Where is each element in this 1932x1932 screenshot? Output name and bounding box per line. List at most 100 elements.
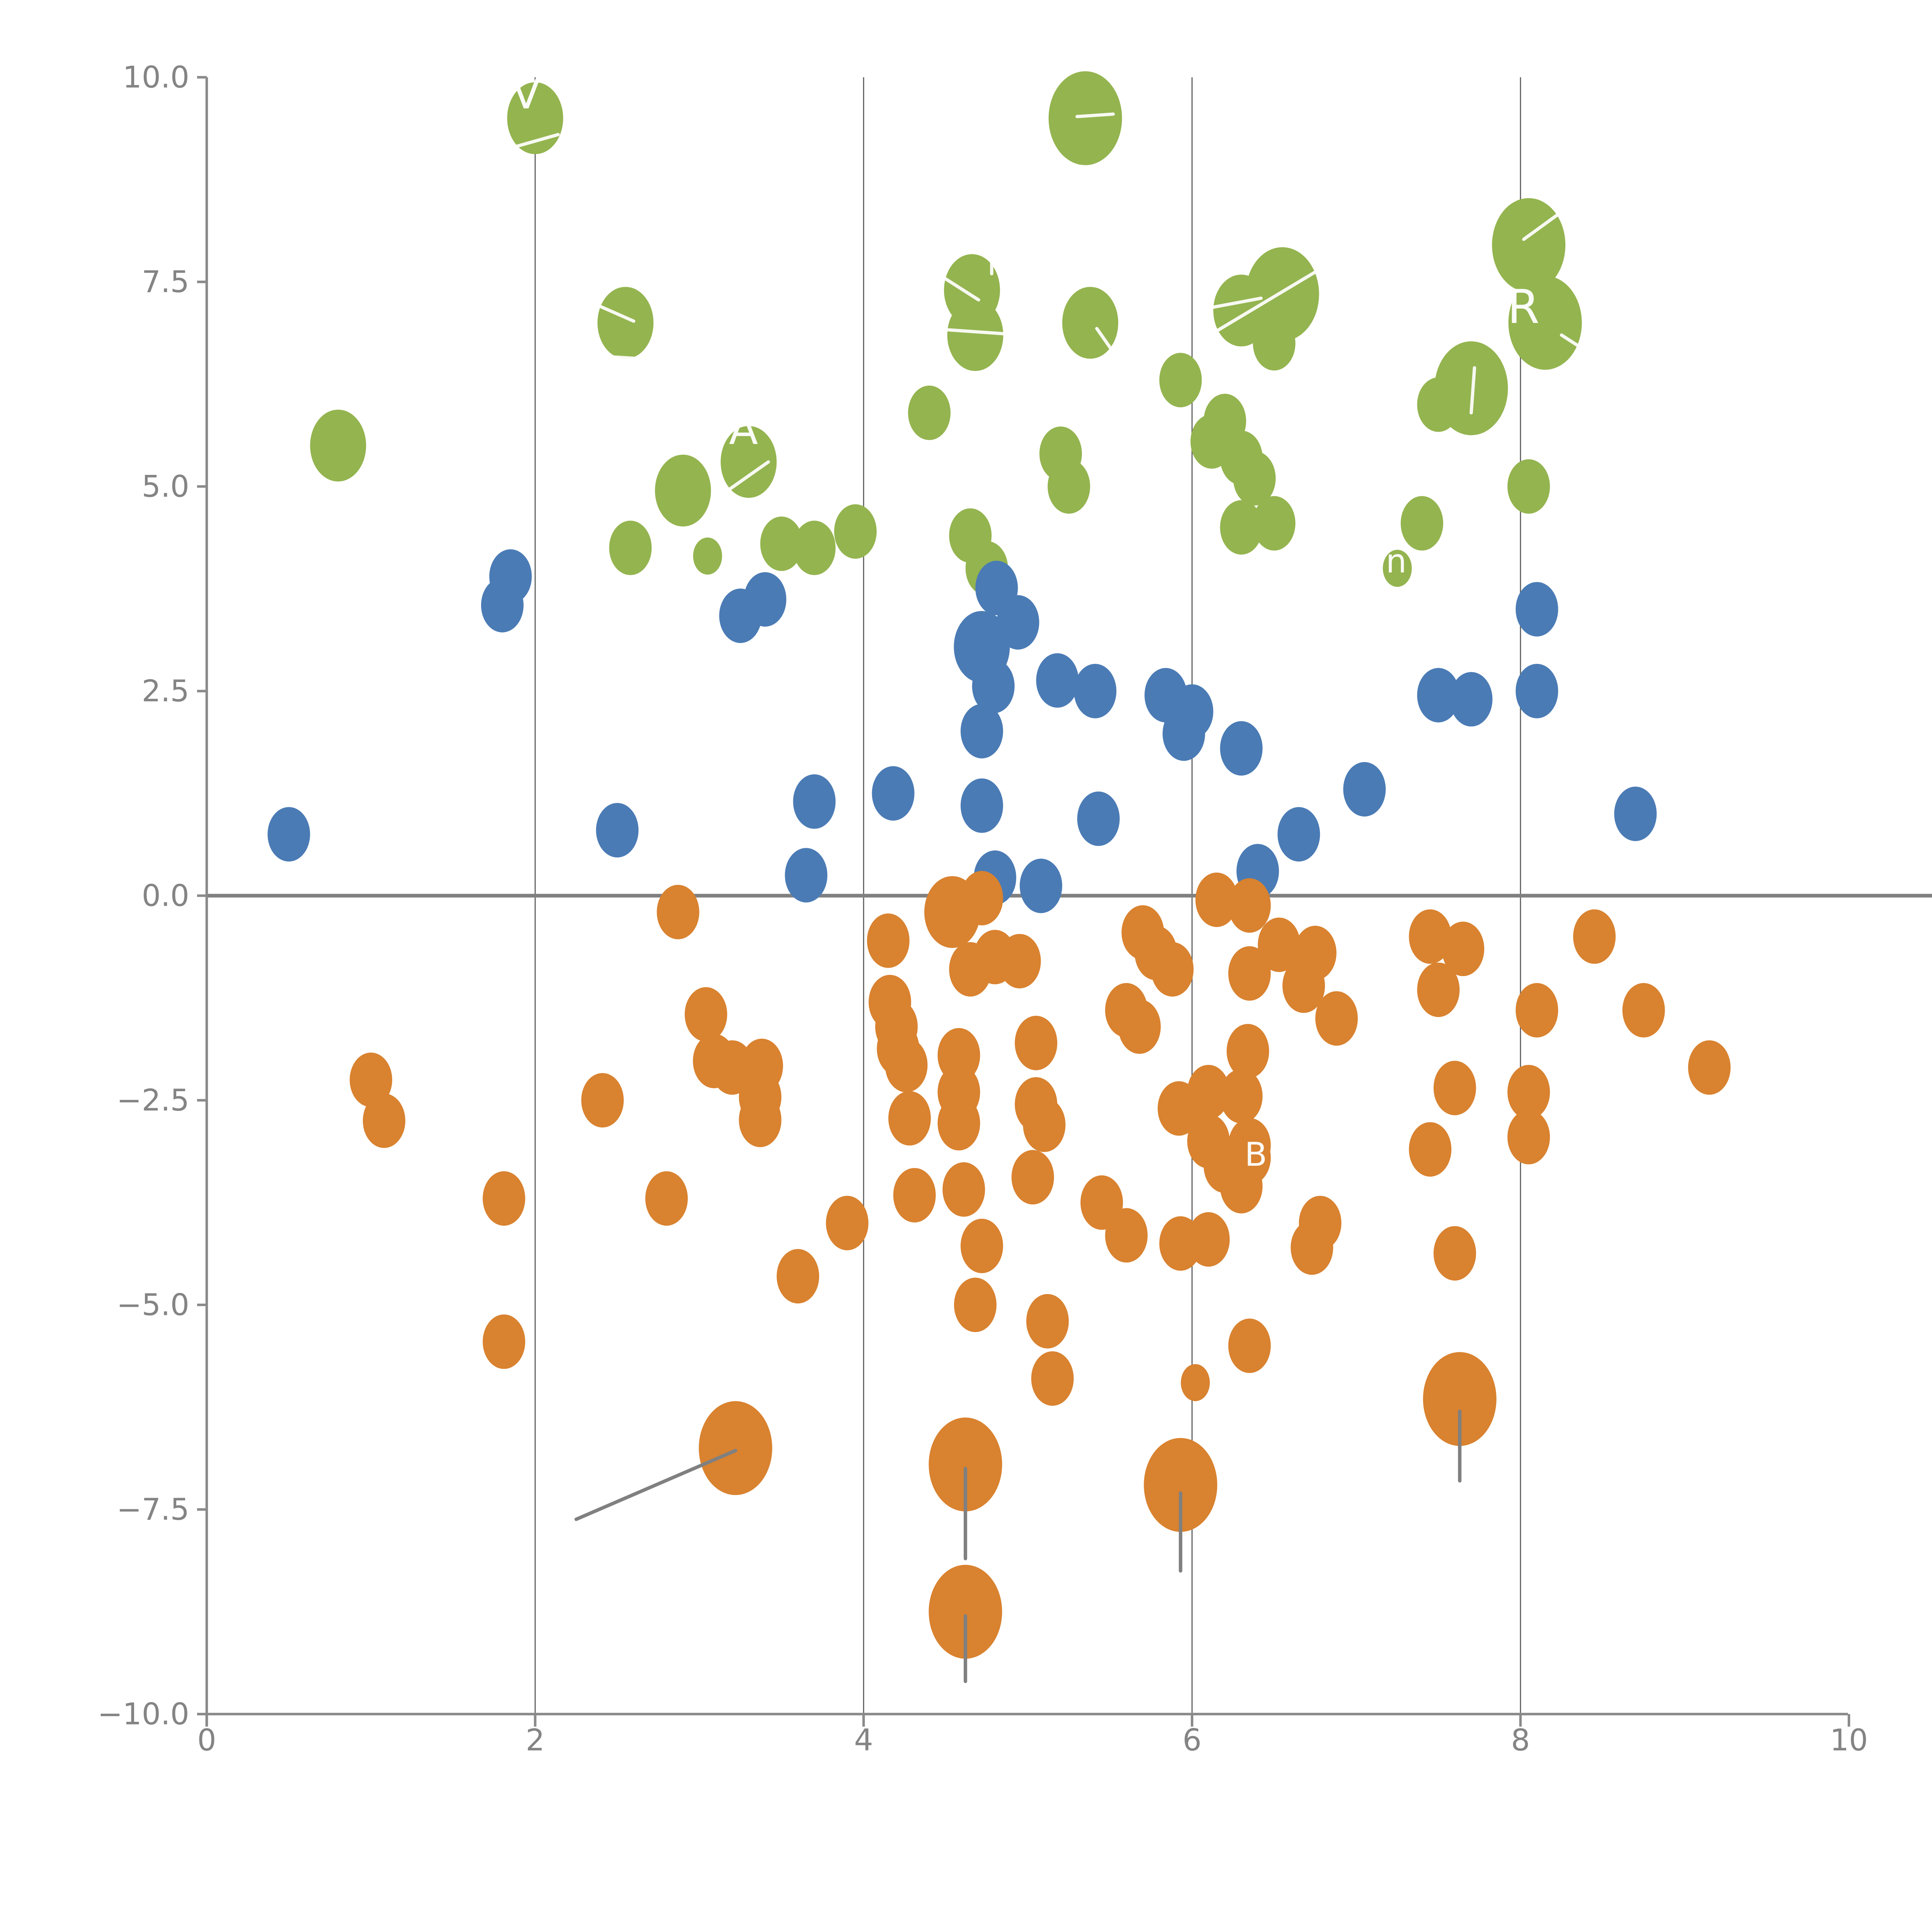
- white-annotation-text: A: [729, 405, 758, 454]
- data-point-orange-group: [1226, 1024, 1269, 1078]
- data-point-blue-group: [1020, 859, 1062, 913]
- data-point-orange-group: [1144, 1438, 1218, 1532]
- data-point-orange-group: [1622, 983, 1665, 1038]
- data-point-orange-group: [885, 1037, 928, 1092]
- data-point-green-group: [1245, 247, 1319, 341]
- data-point-blue-group: [1162, 706, 1205, 761]
- data-point-blue-group: [793, 774, 836, 829]
- data-point-green-group: [947, 299, 1003, 371]
- white-annotation-text: B: [1245, 1136, 1267, 1174]
- data-point-orange-group: [826, 1196, 869, 1250]
- data-point-blue-group: [1343, 762, 1386, 817]
- data-point-green-group: [1417, 377, 1460, 432]
- y-tick-label: 2.5: [142, 674, 189, 709]
- data-point-blue-group: [1077, 791, 1120, 846]
- annotation-leader-line: [574, 1449, 738, 1521]
- data-point-green-group: [1401, 496, 1443, 551]
- x-tick-label: 10: [1830, 1723, 1868, 1758]
- data-point-orange-group: [685, 987, 727, 1042]
- data-point-blue-group: [1277, 807, 1320, 862]
- data-point-orange-group: [581, 1073, 624, 1128]
- data-point-orange-group: [1220, 1069, 1263, 1124]
- data-point-orange-group: [699, 1401, 772, 1495]
- data-point-blue-group: [596, 803, 639, 858]
- data-point-green-group: [1159, 353, 1202, 408]
- data-point-orange-group: [942, 1162, 985, 1217]
- y-tick-label: 10.0: [122, 60, 189, 95]
- data-point-green-group: [597, 287, 654, 359]
- data-point-orange-group: [929, 1565, 1002, 1659]
- data-point-orange-group: [937, 1096, 980, 1151]
- data-point-orange-group: [1417, 963, 1460, 1017]
- data-point-orange-group: [1023, 1097, 1066, 1152]
- white-annotation-text: e: [585, 347, 600, 376]
- data-point-orange-group: [1409, 909, 1452, 964]
- y-tick-label: −7.5: [117, 1492, 189, 1527]
- data-point-blue-group: [1515, 582, 1558, 637]
- y-tick-label: −2.5: [117, 1083, 189, 1118]
- white-annotation-line: [927, 327, 1025, 337]
- data-point-orange-group: [1220, 1159, 1263, 1214]
- data-point-orange-group: [350, 1053, 392, 1107]
- data-point-green-group: [1233, 451, 1276, 506]
- data-point-green-group: [1508, 276, 1582, 370]
- data-point-orange-group: [1688, 1040, 1731, 1095]
- data-point-green-group: [1048, 459, 1090, 514]
- x-tick-label: 0: [197, 1723, 216, 1758]
- data-point-orange-group: [961, 871, 1003, 925]
- white-annotation-line: [1075, 112, 1115, 118]
- white-annotation-line: [563, 352, 696, 364]
- data-point-orange-group: [1515, 983, 1558, 1038]
- data-point-green-group: [1383, 549, 1412, 587]
- data-point-blue-group: [1614, 786, 1657, 841]
- data-point-orange-group: [1315, 991, 1358, 1046]
- data-point-blue-group: [972, 659, 1015, 714]
- data-point-orange-group: [1187, 1212, 1230, 1267]
- data-point-orange-group: [1291, 1220, 1333, 1275]
- data-point-orange-group: [954, 1277, 997, 1332]
- data-point-orange-group: [1573, 909, 1616, 964]
- white-annotation-text: n: [1386, 542, 1407, 580]
- data-point-orange-group: [645, 1171, 688, 1226]
- data-point-green-group: [760, 516, 803, 571]
- data-point-orange-group: [1026, 1294, 1069, 1349]
- data-point-orange-group: [1434, 1061, 1476, 1116]
- data-point-orange-group: [1228, 946, 1271, 1001]
- data-point-orange-group: [1105, 1208, 1148, 1263]
- data-point-blue-group: [744, 572, 786, 627]
- data-point-green-group: [908, 385, 951, 440]
- data-point-orange-group: [1282, 958, 1325, 1013]
- data-point-orange-group: [363, 1093, 405, 1148]
- white-annotation-line: [936, 272, 980, 302]
- data-point-orange-group: [1181, 1364, 1210, 1401]
- data-point-orange-group: [1151, 942, 1194, 997]
- x-tick-label: 4: [854, 1723, 873, 1758]
- white-annotation-line: [1095, 327, 1123, 366]
- data-point-orange-group: [1031, 1351, 1074, 1406]
- data-point-orange-group: [483, 1171, 526, 1226]
- data-point-blue-group: [961, 704, 1003, 759]
- data-point-green-group: [1253, 496, 1296, 551]
- data-point-orange-group: [777, 1249, 819, 1304]
- data-point-blue-group: [1515, 664, 1558, 719]
- white-annotation-line: [575, 294, 636, 323]
- data-point-orange-group: [656, 884, 699, 939]
- data-point-orange-group: [1158, 1081, 1200, 1136]
- white-annotation-text: R: [1507, 280, 1539, 334]
- white-annotation-line: [1560, 333, 1608, 366]
- data-point-orange-group: [888, 1091, 931, 1146]
- data-point-blue-group: [1417, 668, 1460, 723]
- data-point-orange-group: [893, 1168, 936, 1223]
- white-annotation-line: [1522, 206, 1568, 241]
- data-point-blue-group: [961, 778, 1003, 833]
- data-point-orange-group: [1011, 1150, 1054, 1205]
- white-annotation-text: IV: [499, 69, 541, 118]
- data-point-green-group: [693, 537, 722, 575]
- data-point-green-group: [1507, 459, 1550, 514]
- data-point-blue-group: [1220, 721, 1263, 776]
- data-point-blue-group: [481, 578, 524, 633]
- data-point-orange-group: [1442, 922, 1485, 976]
- y-tick-label: 5.0: [142, 469, 189, 504]
